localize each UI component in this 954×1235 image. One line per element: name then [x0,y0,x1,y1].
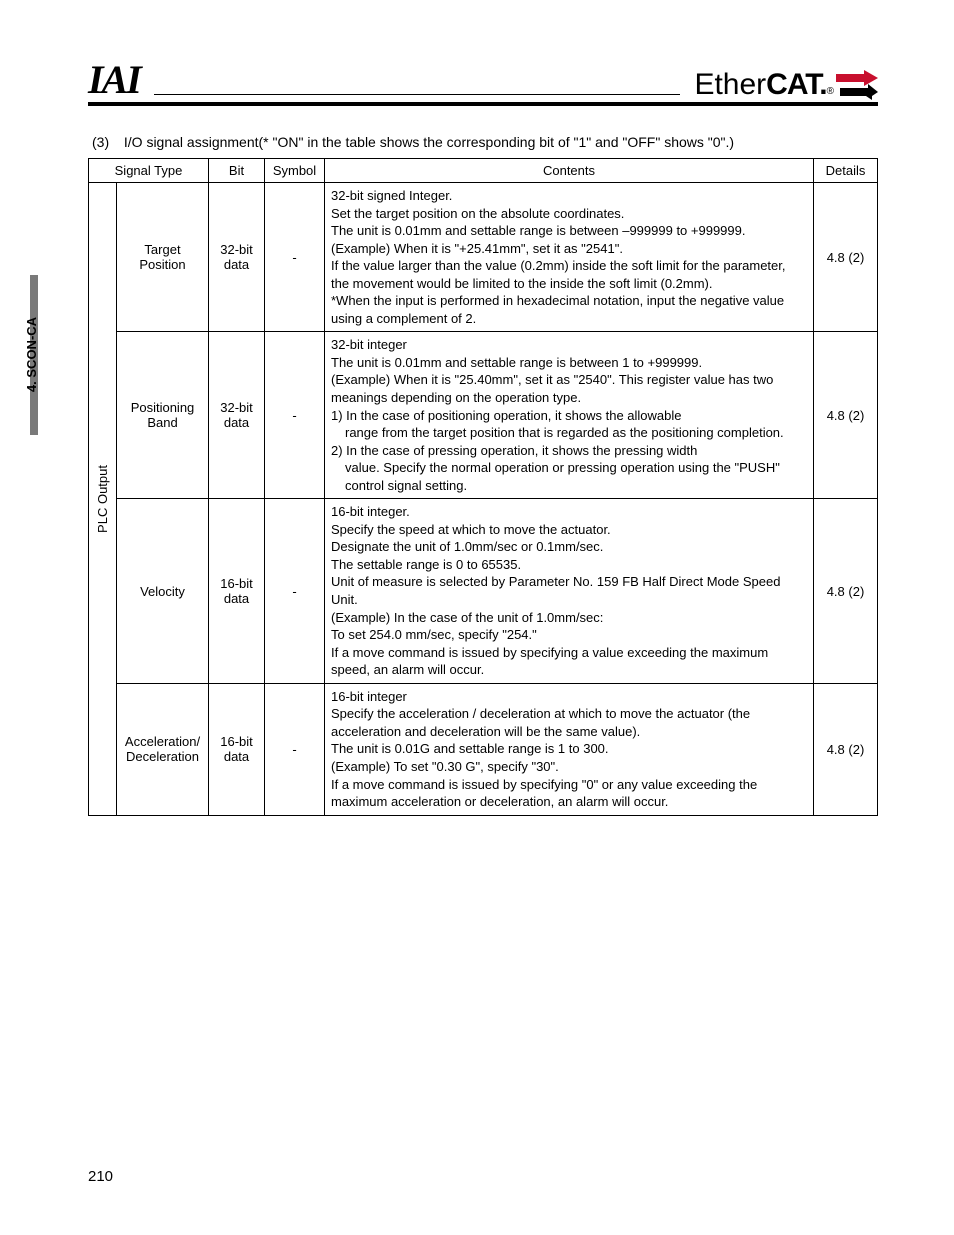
th-bit: Bit [209,159,265,183]
cell-contents: 16-bit integer.Specify the speed at whic… [325,499,814,683]
cell-details: 4.8 (2) [814,683,878,815]
ethercat-arrow-icon [836,70,878,100]
section-intro: (3) I/O signal assignment(* "ON" in the … [92,134,878,150]
section-title: I/O signal assignment [124,134,259,150]
table-row: Acceleration/Deceleration16-bitdata-16-b… [89,683,878,815]
section-number: (3) [92,134,120,150]
cell-symbol: - [265,332,325,499]
signal-group-label: PLC Output [95,465,110,533]
table-row: Positioning Band32-bitdata-32-bit intege… [89,332,878,499]
table-header-row: Signal Type Bit Symbol Contents Details [89,159,878,183]
cell-bit: 32-bitdata [209,332,265,499]
page-content: IAI EtherCAT.® (3) I/O signal assignment… [88,60,878,816]
cell-details: 4.8 (2) [814,499,878,683]
cell-details: 4.8 (2) [814,332,878,499]
th-details: Details [814,159,878,183]
signal-table: Signal Type Bit Symbol Contents Details … [88,158,878,816]
cell-bit: 16-bitdata [209,683,265,815]
cell-symbol: - [265,183,325,332]
ethercat-logo: EtherCAT.® [694,70,878,100]
cell-signal-name: Target Position [117,183,209,332]
page-number: 210 [88,1168,113,1185]
header-rule [154,94,681,96]
page-header: IAI EtherCAT.® [88,60,878,106]
table-row: PLC OutputTarget Position32-bitdata-32-b… [89,183,878,332]
cell-bit: 32-bitdata [209,183,265,332]
cell-bit: 16-bitdata [209,499,265,683]
cell-symbol: - [265,683,325,815]
cell-contents: 32-bit integerThe unit is 0.01mm and set… [325,332,814,499]
iai-logo: IAI [88,60,140,100]
th-contents: Contents [325,159,814,183]
th-signal-type: Signal Type [89,159,209,183]
cell-signal-name: Acceleration/Deceleration [117,683,209,815]
cell-details: 4.8 (2) [814,183,878,332]
ethercat-logo-text: EtherCAT.® [694,70,834,100]
table-row: Velocity16-bitdata-16-bit integer.Specif… [89,499,878,683]
cell-signal-name: Velocity [117,499,209,683]
section-note: (* "ON" in the table shows the correspon… [259,134,735,150]
cell-symbol: - [265,499,325,683]
cell-signal-name: Positioning Band [117,332,209,499]
cell-signal-group: PLC Output [89,183,117,816]
section-tab: 4. SCON-CA [30,275,54,435]
cell-contents: 16-bit integerSpecify the acceleration /… [325,683,814,815]
section-tab-label: 4. SCON-CA [24,317,39,392]
cell-contents: 32-bit signed Integer.Set the target pos… [325,183,814,332]
th-symbol: Symbol [265,159,325,183]
